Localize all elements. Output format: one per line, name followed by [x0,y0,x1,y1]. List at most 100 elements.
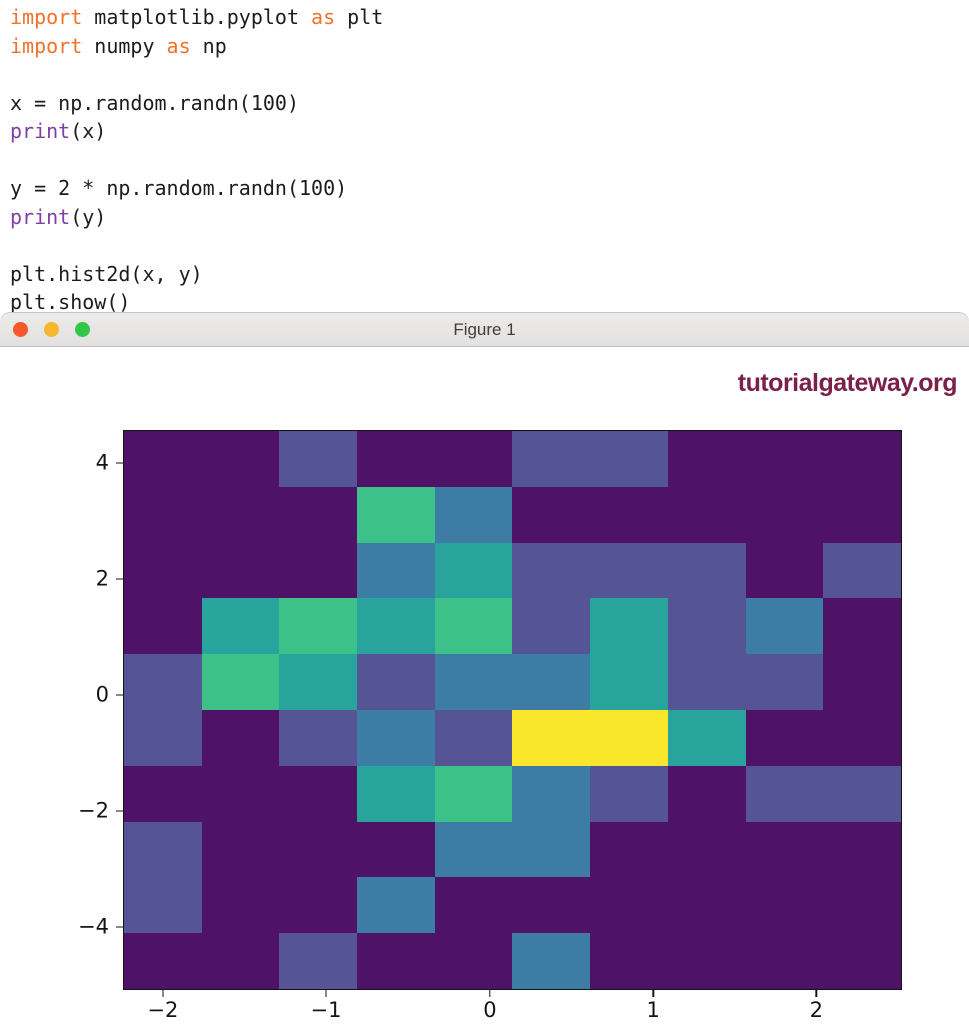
heatmap-cell-r7-c1 [201,821,280,878]
heatmap-cell-r5-c9 [823,709,901,766]
heatmap-cell-r4-c0 [124,654,202,710]
code-editor[interactable]: import matplotlib.pyplot as plt import nu… [10,3,960,317]
y-tick-label: 4 [95,450,109,475]
heatmap-cell-r4-c8 [745,654,824,710]
y-tick-1: 2 [96,568,123,589]
heatmap-cell-r3-c9 [823,598,901,655]
heatmap-cell-r9-c8 [745,933,824,989]
x-tick-label: 2 [809,998,823,1022]
figure-window: Figure 1 tutorialgateway.org −2 −1 0 1 2 4 2 0… [0,313,969,1024]
heatmap-cell-r3-c7 [667,598,746,655]
heatmap-cell-r0-c0 [124,431,202,487]
heatmap-cell-r6-c9 [823,765,901,822]
heatmap-cell-r7-c6 [590,821,668,878]
x-tick-mark [325,990,327,997]
heatmap-cell-r7-c9 [823,821,901,878]
heatmap-cell-r7-c4 [434,821,513,878]
code-line-2: import numpy as np [10,33,227,58]
heatmap-cell-r0-c7 [667,431,746,487]
heatmap-cell-r6-c1 [201,765,280,822]
heatmap-cell-r0-c4 [434,431,513,487]
heatmap-cell-r3-c1 [201,598,280,655]
y-tick-2: 0 [96,684,123,705]
heatmap-cell-r8-c1 [201,877,280,934]
heatmap-cell-r2-c4 [434,542,513,599]
heatmap-cell-r4-c6 [590,654,668,710]
heatmap-cell-r2-c8 [745,542,824,599]
heatmap-cell-r1-c2 [279,486,358,543]
heatmap-cell-r2-c9 [823,542,901,599]
x-tick-mark [489,990,491,997]
heatmap-cell-r8-c9 [823,877,901,934]
heatmap-cell-r1-c4 [434,486,513,543]
heatmap-cell-r4-c7 [667,654,746,710]
heatmap-cell-r4-c4 [434,654,513,710]
code-line-9 [10,231,960,260]
heatmap-cell-r6-c3 [357,765,435,822]
heatmap-cell-r7-c8 [745,821,824,878]
heatmap-cell-r8-c5 [512,877,591,934]
minimize-button[interactable] [44,322,59,337]
y-tick-mark [116,578,123,580]
heatmap-cell-r8-c4 [434,877,513,934]
y-tick-4: −4 [78,914,123,939]
x-tick-0: −2 [147,990,178,1021]
heatmap-cell-r1-c5 [512,486,591,543]
heatmap-cell-r6-c0 [124,765,202,822]
heatmap-cell-r3-c6 [590,598,668,655]
heatmap-cell-r1-c9 [823,486,901,543]
y-tick-3: −2 [78,800,123,821]
heatmap-cell-r0-c2 [279,431,358,487]
heatmap-cell-r8-c3 [357,877,435,934]
heatmap-cell-r7-c5 [512,821,591,878]
zoom-button[interactable] [75,322,90,337]
heatmap-cell-r8-c8 [745,877,824,934]
y-tick-0: 4 [96,452,123,473]
heatmap-cell-r8-c7 [667,877,746,934]
heatmap-cell-r9-c9 [823,933,901,989]
heatmap-cell-r2-c3 [357,542,435,599]
code-line-4: x = np.random.randn(100) [10,90,299,115]
heatmap-cell-r5-c6 [590,709,668,766]
x-tick-3: 1 [646,990,660,1021]
heatmap-cell-r6-c5 [512,765,591,822]
heatmap-cell-r5-c8 [745,709,824,766]
heatmap-cells [124,431,901,989]
x-tick-2: 0 [483,990,497,1021]
heatmap-cell-r7-c3 [357,821,435,878]
y-tick-mark [116,694,123,696]
x-tick-1: −1 [311,990,342,1021]
y-tick-label: −4 [78,914,109,939]
heatmap-cell-r1-c6 [590,486,668,543]
heatmap-cell-r8-c2 [279,877,358,934]
close-button[interactable] [13,322,28,337]
heatmap-cell-r2-c2 [279,542,358,599]
heatmap-cell-r7-c7 [667,821,746,878]
heatmap-cell-r0-c9 [823,431,901,487]
x-tick-4: 2 [810,990,823,1021]
heatmap-cell-r9-c7 [667,933,746,989]
heatmap-cell-r7-c2 [279,821,358,878]
heatmap-cell-r6-c6 [590,765,668,822]
heatmap-cell-r5-c4 [434,709,513,766]
heatmap-cell-r3-c8 [745,598,824,655]
heatmap-cell-r0-c8 [745,431,824,487]
hist2d-figure: −2 −1 0 1 2 4 2 0 −2 −4 [78,430,902,1021]
x-tick-label: −1 [310,998,342,1022]
heatmap-cell-r4-c2 [279,654,358,710]
heatmap-cell-r1-c1 [201,486,280,543]
y-tick-label: −2 [78,798,109,823]
heatmap-cell-r1-c7 [667,486,746,543]
code-line-10: plt.hist2d(x, y) [10,261,203,286]
heatmap-cell-r2-c6 [590,542,668,599]
heatmap-cell-r5-c5 [512,709,591,766]
heatmap-cell-r3-c4 [434,598,513,655]
heatmap-cell-r0-c5 [512,431,591,487]
heatmap-cell-r4-c5 [512,654,591,710]
heatmap-cell-r2-c0 [124,542,202,599]
heatmap-cell-r0-c3 [357,431,435,487]
heatmap-cell-r8-c6 [590,877,668,934]
heatmap-cell-r6-c7 [667,765,746,822]
y-tick-label: 2 [95,566,109,591]
heatmap-cell-r2-c5 [512,542,591,599]
